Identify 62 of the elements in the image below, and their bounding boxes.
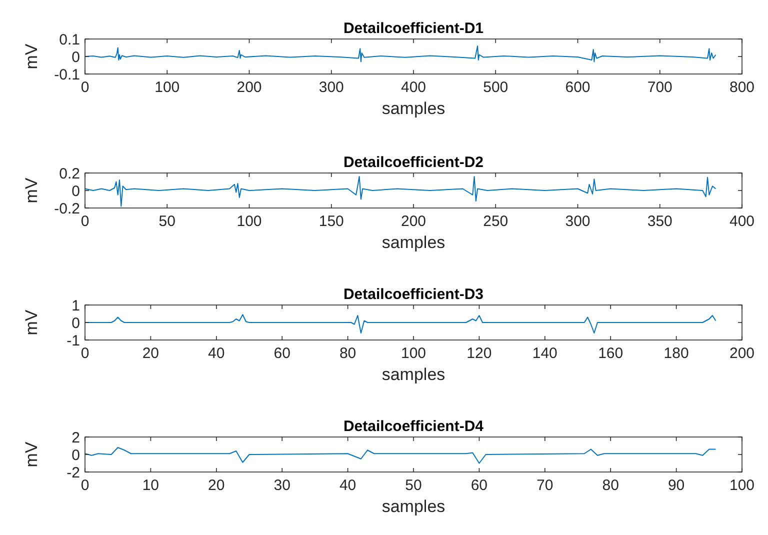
x-axis-title: samples: [382, 99, 446, 118]
x-tick-label: 100: [236, 213, 262, 230]
x-axis-title: samples: [382, 497, 446, 516]
y-tick-label: 0: [72, 48, 80, 66]
y-tick-label: -2: [66, 464, 80, 482]
x-tick-label: 180: [664, 345, 689, 362]
y-tick-label: 1: [72, 297, 80, 314]
x-tick-label: 200: [236, 79, 262, 96]
x-tick-label: 300: [565, 213, 590, 230]
x-axis-title: samples: [382, 365, 446, 384]
y-tick-label: 0.1: [59, 31, 80, 48]
x-tick-label: 80: [339, 345, 356, 362]
x-tick-label: 40: [339, 477, 356, 494]
x-tick-label: 250: [483, 213, 508, 230]
x-tick-label: 200: [729, 345, 755, 362]
y-tick-label: 0: [72, 446, 80, 464]
x-tick-label: 80: [602, 477, 619, 494]
chart-title: Detailcoefficient-D2: [343, 154, 484, 171]
chart-title: Detailcoefficient-D1: [343, 20, 484, 37]
x-tick-label: 600: [565, 79, 590, 96]
y-axis-title: mV: [22, 309, 41, 336]
x-tick-label: 700: [647, 79, 672, 96]
y-tick-label: -1: [66, 332, 80, 350]
x-tick-label: 60: [470, 477, 488, 494]
x-tick-label: 100: [154, 79, 180, 96]
x-tick-label: 200: [400, 213, 426, 230]
x-axis-title: samples: [382, 233, 446, 252]
y-axis-title: mV: [22, 441, 41, 468]
y-tick-label: -0.1: [54, 66, 80, 84]
y-tick-label: 0: [72, 314, 80, 332]
x-tick-label: 100: [729, 477, 755, 494]
y-tick-label: 0.2: [59, 165, 80, 182]
x-tick-label: 400: [729, 213, 755, 230]
x-tick-label: 70: [536, 477, 554, 494]
x-tick-label: 150: [318, 213, 344, 230]
x-tick-label: 120: [466, 345, 492, 362]
y-axis-title: mV: [22, 177, 41, 204]
x-tick-label: 40: [208, 345, 225, 362]
x-tick-label: 20: [208, 477, 225, 494]
x-tick-label: 10: [142, 477, 160, 494]
y-axis-title: mV: [22, 43, 41, 70]
x-tick-label: 30: [274, 477, 290, 494]
x-tick-label: 160: [598, 345, 624, 362]
chart-title: Detailcoefficient-D3: [343, 286, 484, 303]
y-tick-label: -0.2: [54, 200, 80, 218]
y-tick-label: 2: [72, 429, 80, 446]
x-tick-label: 100: [400, 345, 426, 362]
x-tick-label: 400: [400, 79, 426, 96]
line-series: [84, 447, 716, 464]
x-tick-label: 60: [274, 345, 290, 362]
x-tick-label: 140: [532, 345, 558, 362]
x-tick-label: 50: [158, 213, 176, 230]
x-tick-label: 50: [405, 477, 422, 494]
x-tick-label: 350: [647, 213, 672, 230]
x-tick-label: 500: [483, 79, 508, 96]
y-tick-label: 0: [72, 182, 80, 200]
x-tick-label: 90: [668, 477, 685, 494]
x-tick-label: 300: [318, 79, 344, 96]
x-tick-label: 20: [142, 345, 160, 362]
chart-title: Detailcoefficient-D4: [343, 418, 484, 435]
x-tick-label: 800: [729, 79, 755, 96]
line-series: [84, 176, 716, 207]
